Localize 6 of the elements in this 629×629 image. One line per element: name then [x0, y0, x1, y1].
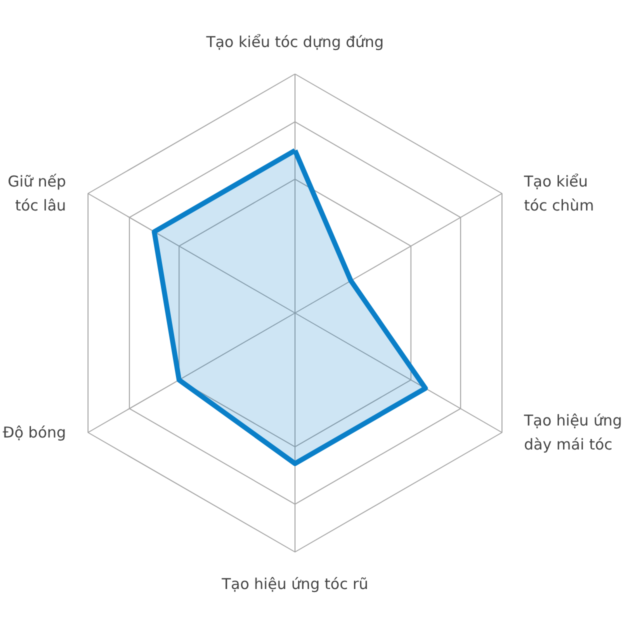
spoke-label: Tạo kiểu tóc dựng đứng [205, 33, 384, 51]
spoke-label: Tạo hiệu ứng dày mái tóc [522, 411, 622, 454]
spoke-label: Tạo hiệu ứng tóc rũ [220, 575, 368, 593]
spoke-label: Độ bóng [2, 424, 66, 442]
spoke-label: Giữ nếp tóc lâu [8, 172, 66, 215]
spoke-label: Tạo kiểu tóc chùm [522, 172, 594, 215]
